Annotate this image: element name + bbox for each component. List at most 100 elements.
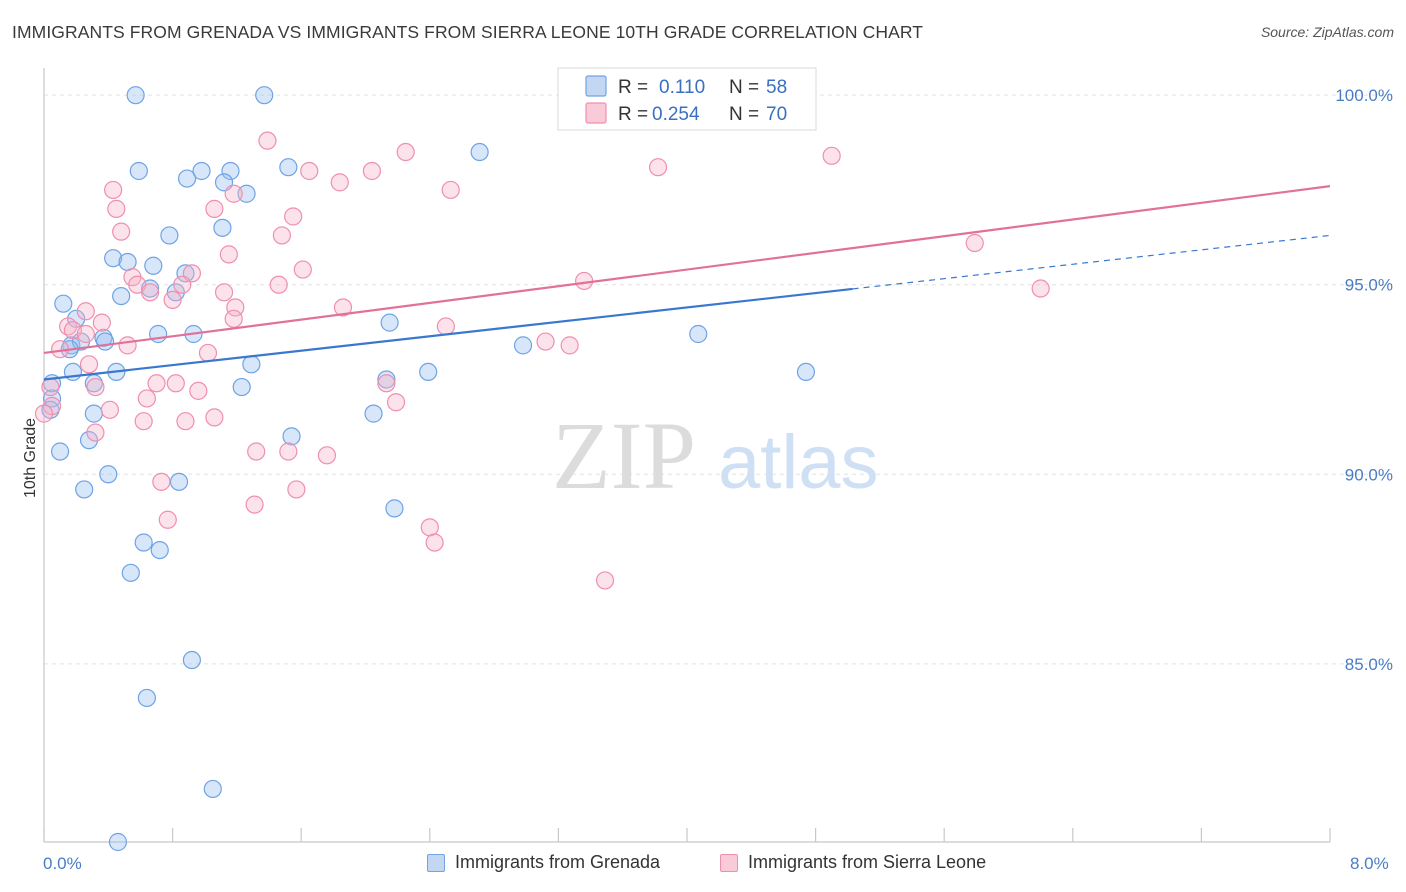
grenada-trend-line-extension	[852, 234, 1331, 290]
x-tick-label-min: 0.0%	[43, 854, 82, 873]
grenada-point	[42, 389, 62, 408]
sierra-leone-point	[377, 374, 396, 393]
stats-legend-n-value-sierra-leone: 70	[766, 104, 787, 125]
grenada-point	[242, 355, 261, 374]
sierra-leone-trend-line	[43, 185, 1331, 355]
data-points	[34, 86, 1050, 852]
sierra-leone-point	[420, 518, 439, 537]
grenada-point	[177, 169, 197, 188]
grenada-point	[99, 465, 118, 484]
sierra-leone-point	[224, 309, 243, 328]
y-tick-label: 85.0%	[1345, 655, 1393, 674]
sierra-leone-point	[300, 161, 319, 181]
grenada-point	[50, 442, 70, 461]
sierra-leone-point	[205, 408, 224, 427]
chart-title: IMMIGRANTS FROM GRENADA VS IMMIGRANTS FR…	[12, 22, 924, 42]
grenada-point	[169, 472, 189, 491]
sierra-leone-point	[575, 271, 594, 291]
stats-legend-r-label-sierra-leone: R =	[618, 104, 648, 125]
grenada-point	[419, 362, 438, 382]
y-axis-label: 10th Grade	[22, 418, 39, 498]
watermark-zip: ZIP	[552, 402, 696, 509]
sierra-leone-point	[140, 283, 160, 302]
legend-label-grenada: Immigrants from Grenada	[455, 852, 661, 872]
sierra-leone-point	[86, 377, 105, 397]
grenada-point	[213, 218, 232, 237]
grenada-point	[160, 226, 179, 245]
grenada-point	[470, 142, 489, 162]
stats-legend: R = 0.110 N = 58 R = 0.254 N = 70	[557, 67, 817, 131]
grenada-point	[176, 264, 195, 283]
sierra-leone-point	[134, 412, 153, 431]
grenada-point	[75, 480, 94, 499]
chart-source: Source: ZipAtlas.com	[1260, 24, 1394, 40]
stats-legend-n-label-sierra-leone: N =	[729, 104, 759, 125]
legend-swatch-grenada	[427, 853, 445, 872]
y-tick-label: 90.0%	[1345, 465, 1393, 484]
grenada-point	[108, 832, 128, 852]
sierra-leone-point	[214, 283, 234, 302]
sierra-leone-point	[41, 377, 60, 397]
sierra-leone-point	[34, 404, 54, 423]
sierra-leone-point	[79, 355, 99, 374]
grenada-point	[221, 161, 240, 181]
grenada-point	[118, 252, 137, 272]
grenada-point	[112, 286, 131, 306]
stats-legend-r-value-grenada: 0.110	[659, 77, 705, 98]
grenada-point	[134, 533, 153, 552]
stats-legend-r-value-sierra-leone: 0.254	[652, 104, 700, 125]
sierra-leone-point	[396, 142, 415, 162]
sierra-leone-point	[224, 184, 243, 203]
sierra-leone-point	[112, 222, 131, 241]
sierra-leone-point	[1031, 279, 1050, 298]
grenada-point	[104, 249, 123, 268]
grenada-point	[137, 688, 156, 708]
sierra-leone-point	[198, 343, 218, 363]
sierra-leone-point	[245, 495, 264, 514]
sierra-leone-point	[152, 472, 171, 491]
grid-lines	[44, 94, 1392, 665]
sierra-leone-point	[560, 336, 579, 355]
sierra-leone-point	[86, 423, 105, 442]
sierra-leone-point	[147, 374, 166, 393]
sierra-leone-point	[317, 446, 337, 465]
sierra-leone-point	[822, 146, 841, 165]
grenada-point	[79, 431, 99, 450]
sierra-leone-point	[107, 199, 126, 218]
sierra-leone-point	[386, 393, 406, 412]
trend-lines	[43, 185, 1331, 381]
grenada-point	[126, 86, 145, 105]
grenada-point	[237, 184, 256, 203]
watermark: ZIP atlas	[552, 402, 879, 509]
grenada-point	[121, 563, 140, 582]
sierra-leone-point	[279, 442, 298, 461]
grenada-point	[232, 377, 251, 397]
grenada-point	[150, 540, 169, 560]
y-tick-label: 95.0%	[1345, 276, 1393, 295]
sierra-leone-point	[166, 374, 185, 393]
sierra-leone-point	[173, 275, 192, 294]
grenada-point	[279, 158, 298, 177]
sierra-leone-point	[176, 412, 195, 431]
legend-item-sierra-leone: Immigrants from Sierra Leone	[720, 852, 986, 873]
grenada-point	[203, 779, 222, 799]
sierra-leone-point	[76, 302, 95, 321]
watermark-atlas: atlas	[718, 420, 879, 505]
sierra-leone-point	[226, 298, 245, 317]
stats-legend-n-value-grenada: 58	[766, 77, 787, 98]
sierra-leone-point	[189, 381, 208, 400]
stats-legend-n-label-grenada: N =	[729, 77, 759, 98]
sierra-leone-point	[284, 207, 303, 226]
x-tick-label-max: 8.0%	[1350, 854, 1389, 873]
series-legend: Immigrants from Grenada Immigrants from …	[0, 852, 1406, 878]
grenada-point	[282, 427, 301, 446]
legend-swatch-sierra-leone	[720, 853, 738, 872]
y-tick-labels: 85.0% 90.0% 95.0% 100.0%	[1335, 86, 1393, 674]
grenada-point	[182, 650, 201, 670]
grenada-trend-line	[43, 287, 853, 381]
sierra-leone-point	[425, 533, 444, 552]
sierra-leone-point	[92, 313, 111, 332]
sierra-leone-point	[965, 233, 984, 253]
sierra-leone-point	[441, 180, 460, 200]
